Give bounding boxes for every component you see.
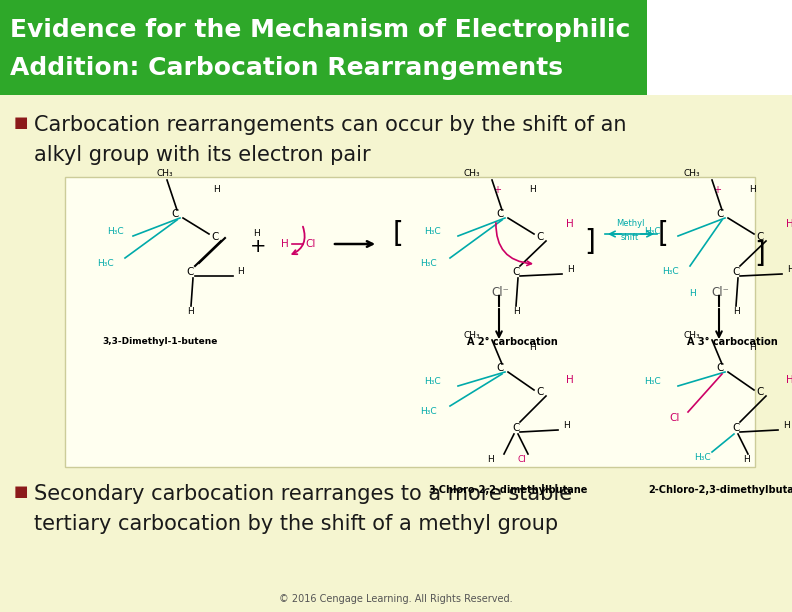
Text: C: C	[536, 232, 543, 242]
Text: H₃C: H₃C	[661, 267, 678, 277]
Text: CH₃: CH₃	[683, 170, 700, 179]
Text: 3-Chloro-2,2-dimethylbutane: 3-Chloro-2,2-dimethylbutane	[428, 485, 588, 495]
Text: H: H	[748, 185, 756, 195]
Text: +: +	[713, 185, 721, 195]
Text: C: C	[716, 209, 724, 219]
Text: C: C	[497, 363, 504, 373]
Text: C: C	[756, 387, 763, 397]
Text: H: H	[743, 455, 749, 465]
Text: C: C	[536, 387, 543, 397]
Text: H: H	[528, 343, 535, 353]
Text: H: H	[214, 185, 220, 195]
Text: C: C	[186, 267, 194, 277]
Text: H: H	[748, 343, 756, 353]
FancyArrowPatch shape	[292, 226, 305, 254]
Text: C: C	[171, 209, 179, 219]
Text: H: H	[786, 219, 792, 229]
Bar	[647, 0, 792, 95]
Text: H: H	[786, 266, 792, 275]
Text: C: C	[733, 423, 740, 433]
Text: H: H	[566, 375, 574, 385]
Text: Cl⁻: Cl⁻	[711, 286, 729, 299]
Text: ]: ]	[755, 240, 765, 268]
Text: CH₃: CH₃	[157, 170, 173, 179]
Text: Methyl: Methyl	[615, 220, 644, 228]
Text: Cl: Cl	[517, 455, 527, 465]
Text: H: H	[566, 266, 573, 275]
Text: H: H	[786, 375, 792, 385]
Text: H₃C: H₃C	[107, 228, 124, 236]
Text: C: C	[716, 363, 724, 373]
Text: H₃C: H₃C	[420, 408, 436, 417]
Text: Evidence for the Mechanism of Electrophilic: Evidence for the Mechanism of Electrophi…	[10, 18, 630, 42]
Text: H: H	[237, 267, 243, 277]
Text: H₃C: H₃C	[694, 453, 710, 463]
Text: shift: shift	[621, 233, 639, 242]
Text: 3,3-Dimethyl-1-butene: 3,3-Dimethyl-1-butene	[102, 337, 218, 346]
Text: H₃C: H₃C	[420, 259, 436, 269]
Text: C: C	[497, 209, 504, 219]
Text: Carbocation rearrangements can occur by the shift of an: Carbocation rearrangements can occur by …	[34, 115, 626, 135]
FancyArrowPatch shape	[496, 223, 531, 266]
Text: H: H	[253, 230, 261, 239]
Text: H₃C: H₃C	[424, 378, 440, 387]
Text: Secondary carbocation rearranges to a more stable: Secondary carbocation rearranges to a mo…	[34, 484, 572, 504]
Text: Cl⁻: Cl⁻	[491, 286, 509, 299]
Text: Cl: Cl	[306, 239, 316, 249]
Text: H: H	[486, 455, 493, 465]
Text: CH₃: CH₃	[463, 170, 480, 179]
Text: H: H	[733, 307, 740, 316]
Text: H₃C: H₃C	[424, 228, 440, 236]
Text: C: C	[512, 267, 520, 277]
Text: CH₃: CH₃	[463, 330, 480, 340]
Text: CH₃: CH₃	[683, 330, 700, 340]
Text: © 2016 Cengage Learning. All Rights Reserved.: © 2016 Cengage Learning. All Rights Rese…	[280, 594, 512, 604]
Text: [: [	[393, 220, 403, 248]
Text: 2-Chloro-2,3-dimethylbutane: 2-Chloro-2,3-dimethylbutane	[649, 485, 792, 495]
Text: [: [	[657, 220, 668, 248]
Text: H: H	[528, 185, 535, 195]
Text: +: +	[493, 185, 501, 195]
Text: C: C	[211, 232, 219, 242]
Text: +: +	[249, 237, 266, 256]
Text: alkyl group with its electron pair: alkyl group with its electron pair	[34, 145, 371, 165]
Text: tertiary carbocation by the shift of a methyl group: tertiary carbocation by the shift of a m…	[34, 514, 558, 534]
Text: Addition: Carbocation Rearrangements: Addition: Carbocation Rearrangements	[10, 56, 563, 80]
Text: H₃C: H₃C	[644, 378, 661, 387]
Text: H: H	[688, 289, 695, 299]
Text: H: H	[512, 307, 520, 316]
Text: H₃C: H₃C	[97, 259, 113, 269]
Text: C: C	[733, 267, 740, 277]
FancyBboxPatch shape	[65, 177, 755, 467]
Text: H: H	[187, 307, 193, 316]
Text: Cl: Cl	[670, 413, 680, 423]
Text: ■: ■	[14, 484, 29, 499]
Text: ■: ■	[14, 115, 29, 130]
Text: C: C	[512, 423, 520, 433]
Text: A 3° carbocation: A 3° carbocation	[687, 337, 778, 347]
Bar	[0, 0, 792, 95]
Text: H: H	[782, 420, 790, 430]
Text: A 2° carbocation: A 2° carbocation	[466, 337, 558, 347]
Text: H: H	[566, 219, 574, 229]
Text: H: H	[281, 239, 289, 249]
Text: C: C	[756, 232, 763, 242]
Text: H: H	[562, 420, 569, 430]
Text: ]: ]	[584, 228, 596, 256]
Text: H₃C: H₃C	[644, 228, 661, 236]
